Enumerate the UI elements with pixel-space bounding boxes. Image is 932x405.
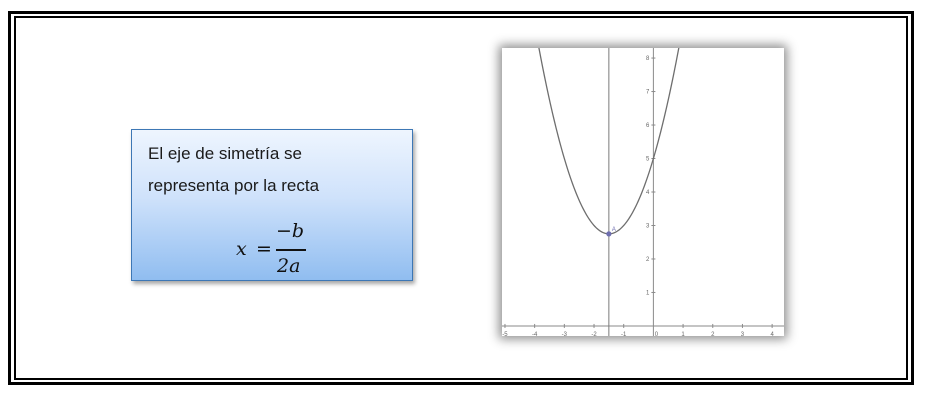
parabola-curve [538,48,680,235]
x-tick-label: 3 [741,332,745,336]
y-tick-label: 1 [646,290,650,296]
formula-equals-sign: = [256,238,272,260]
x-tick-label: 2 [711,332,715,336]
y-tick-label: 7 [646,90,650,96]
formula-fraction-bar [276,249,306,251]
x-tick-label: -3 [562,332,568,336]
parabola-plot: -5 -4 -3 -2 -1 0 1 2 3 4 1 2 3 4 5 6 7 8 A [502,48,784,336]
outer-frame [8,11,914,385]
x-tick-label: 0 [655,332,659,336]
note-line-2: representa por la recta [148,176,320,195]
symmetry-axis-note: El eje de simetría se representa por la … [131,129,413,281]
y-tick-label: 2 [646,257,650,263]
x-tick-label: -4 [532,332,538,336]
inner-frame [14,16,908,380]
x-tick-label: 1 [681,332,685,336]
x-tick-label: -5 [502,332,508,336]
x-tick-label: -1 [621,332,627,336]
vertex-point [606,231,612,237]
note-line-1: El eje de simetría se [148,144,303,163]
x-tick-label: -2 [591,332,597,336]
y-tick-label: 6 [646,123,650,129]
vertex-label: A [612,227,616,233]
y-tick-label: 3 [646,223,650,229]
formula-variable-x: x [236,238,247,260]
formula-numerator: −b [276,220,305,242]
x-tick-label: 4 [770,332,774,336]
y-tick-label: 5 [646,157,650,163]
parabola-graph: -5 -4 -3 -2 -1 0 1 2 3 4 1 2 3 4 5 6 7 8 A [502,48,784,336]
y-tick-label: 8 [646,56,650,62]
y-tick-label: 4 [646,190,650,196]
formula-denominator: 2a [277,255,301,277]
